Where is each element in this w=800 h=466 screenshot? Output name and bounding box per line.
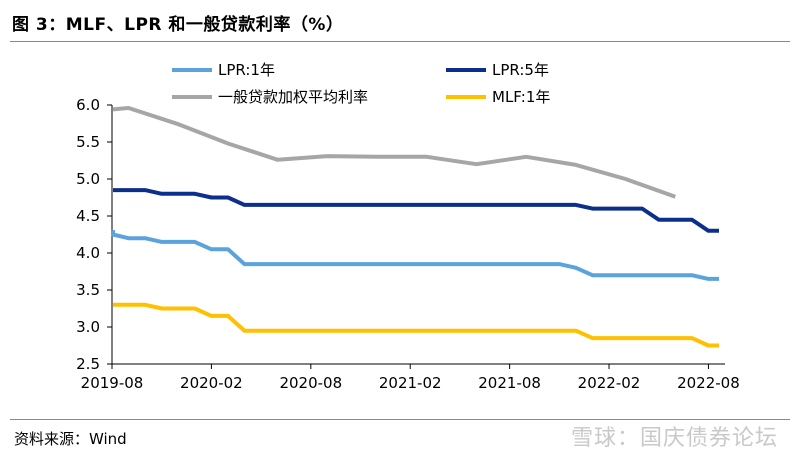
series-lines xyxy=(111,106,719,348)
series-line-2 xyxy=(112,106,676,199)
x-tick-label: 2022-02 xyxy=(578,374,641,392)
legend-label-0: LPR:1年 xyxy=(218,61,275,79)
y-tick-label: 4.0 xyxy=(76,244,100,262)
y-tick-label: 5.0 xyxy=(76,170,100,188)
source-note: 资料来源：Wind xyxy=(14,430,127,448)
legend-label-1: LPR:5年 xyxy=(492,61,549,79)
figure-title: 图 3：MLF、LPR 和一般贷款利率（%） xyxy=(12,15,344,35)
x-tick-label: 2020-08 xyxy=(279,374,342,392)
watermark-text: 雪球：国庆债券论坛 xyxy=(570,426,778,451)
legend-label-2: 一般贷款加权平均利率 xyxy=(218,88,368,106)
y-tick-label: 3.5 xyxy=(76,281,100,299)
y-tick-label: 5.5 xyxy=(76,133,100,151)
title-divider xyxy=(10,41,790,42)
x-tick-label: 2021-08 xyxy=(478,374,541,392)
y-tick-label: 4.5 xyxy=(76,207,100,225)
series-line-1 xyxy=(113,188,719,233)
footer-divider xyxy=(10,419,790,420)
series-line-0 xyxy=(111,230,719,281)
x-tick-label: 2022-08 xyxy=(677,374,740,392)
x-axis-ticks: 2019-08 2020-02 2020-08 2021-02 2021-08 2022-… xyxy=(81,364,740,392)
y-tick-label: 2.5 xyxy=(76,355,100,373)
chart-axes xyxy=(111,105,725,365)
y-tick-label: 3.0 xyxy=(76,318,100,336)
y-axis-ticks: 6.0 5.5 5.0 4.5 4.0 3.5 3.0 2.5 xyxy=(76,96,112,373)
legend-label-3: MLF:1年 xyxy=(492,88,550,106)
x-tick-label: 2021-02 xyxy=(379,374,442,392)
series-line-3 xyxy=(113,302,719,348)
x-tick-label: 2019-08 xyxy=(81,374,144,392)
y-tick-label: 6.0 xyxy=(76,96,100,114)
x-tick-label: 2020-02 xyxy=(180,374,243,392)
